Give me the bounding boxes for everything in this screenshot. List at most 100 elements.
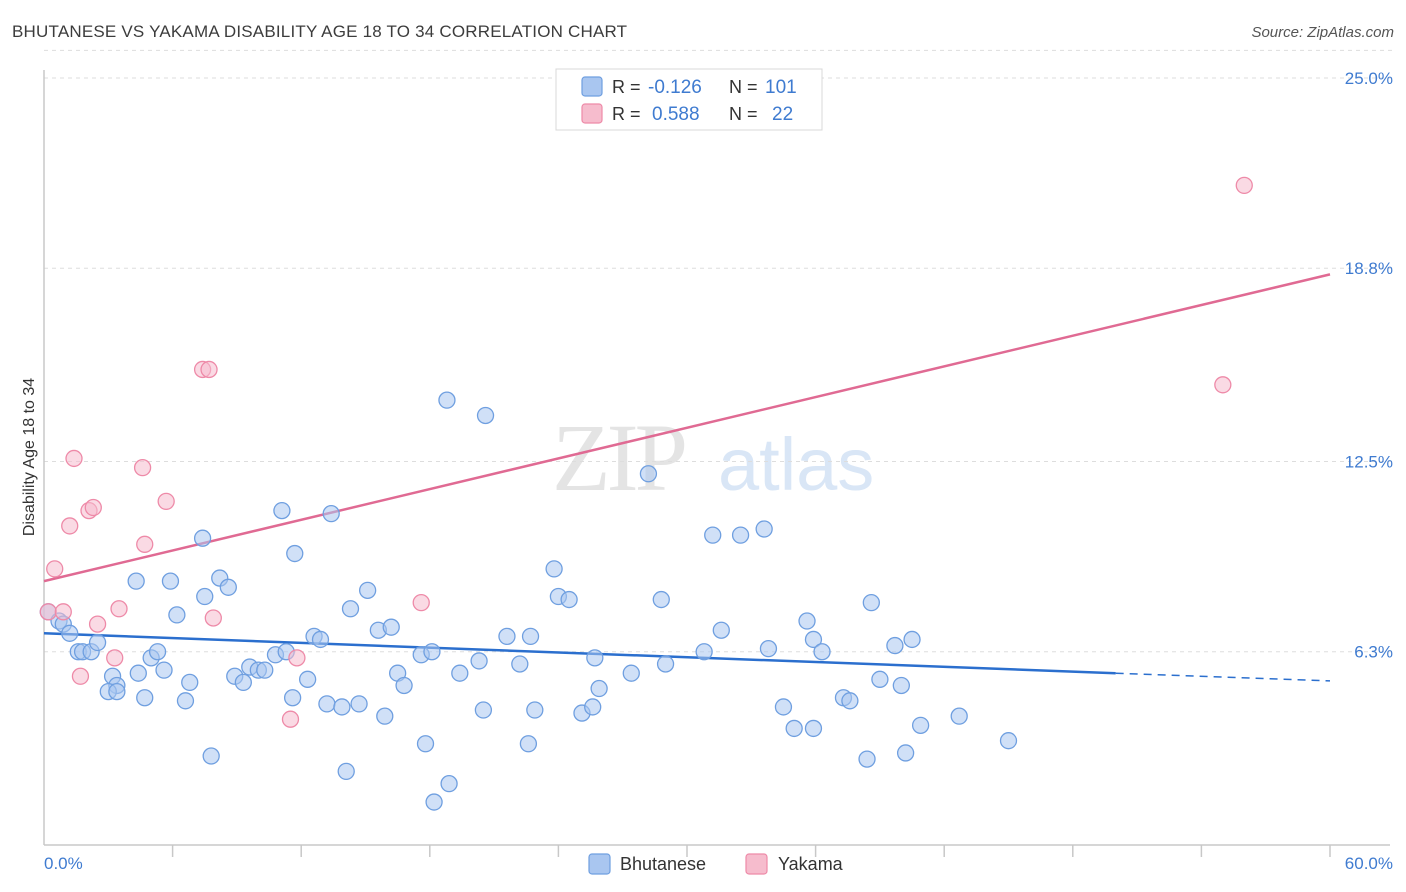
bhutanese-point xyxy=(639,465,658,483)
yakama-point xyxy=(1235,176,1253,195)
bhutanese-point xyxy=(755,520,773,538)
source-label: Source: ZipAtlas.com xyxy=(1251,24,1394,41)
series-legend-swatch-yakama xyxy=(745,853,768,875)
bhutanese-point xyxy=(196,587,214,606)
bhutanese-point xyxy=(774,698,793,716)
yakama-point xyxy=(157,492,175,511)
bhutanese-point xyxy=(423,643,441,661)
yakama-point xyxy=(133,458,152,477)
data-points xyxy=(39,176,1253,811)
bhutanese-point xyxy=(148,643,167,661)
legend-r-value-1: -0.126 xyxy=(648,77,702,98)
bhutanese-point xyxy=(176,692,195,710)
y-axis-title: Disability Age 18 to 34 xyxy=(21,378,38,536)
bhutanese-point xyxy=(511,655,529,673)
axis-ticks xyxy=(171,845,1331,857)
legend-n-value-1: 101 xyxy=(765,77,797,98)
yakama-point xyxy=(204,609,222,627)
chart-title: BHUTANESE VS YAKAMA DISABILITY AGE 18 TO… xyxy=(12,22,628,41)
yakama-point xyxy=(46,560,64,578)
axis-labels: 0.0% 60.0% Disability Age 18 to 34 6.3% 1… xyxy=(21,69,1393,873)
bhutanese-point xyxy=(622,664,640,682)
watermark-atlas: atlas xyxy=(718,423,874,506)
bhutanese-point xyxy=(161,572,180,590)
bhutanese-point xyxy=(318,695,336,713)
bhutanese-point xyxy=(202,747,220,765)
grid-lines xyxy=(44,49,1392,653)
bhutanese-point xyxy=(785,719,803,738)
y-tick-label: 6.3% xyxy=(1354,643,1393,662)
bhutanese-point xyxy=(798,612,816,630)
series-legend-swatch-bhutanese xyxy=(588,853,611,875)
bhutanese-point xyxy=(168,606,186,624)
yakama-point xyxy=(1214,376,1232,394)
yakama-point xyxy=(39,603,57,621)
bhutanese-point xyxy=(350,695,368,713)
bhutanese-point xyxy=(590,679,608,698)
yakama-point xyxy=(106,649,124,667)
bhutanese-point xyxy=(999,732,1018,750)
bhutanese-point xyxy=(652,590,670,609)
bhutanese-point xyxy=(841,692,859,710)
yakama-point xyxy=(61,517,79,535)
bhutanese-point xyxy=(341,600,360,618)
yakama-point xyxy=(84,498,102,517)
yakama-point xyxy=(54,603,72,621)
bhutanese-point xyxy=(886,636,904,655)
trend-lines xyxy=(43,273,1331,682)
bhutanese-point xyxy=(950,707,968,725)
bhutanese-point xyxy=(395,676,413,695)
bhutanese-point xyxy=(704,526,722,544)
legend-n-label-1: N = xyxy=(729,77,758,97)
bhutanese-point xyxy=(440,774,458,793)
yakama-point xyxy=(288,649,306,667)
bhutanese-point xyxy=(181,673,199,692)
bhutanese-point xyxy=(129,664,147,682)
legend-r-label-1: R = xyxy=(612,77,641,97)
bhutanese-point xyxy=(333,698,351,716)
bhutanese-point xyxy=(416,735,435,753)
bhutanese-point xyxy=(219,578,237,596)
bhutanese-point xyxy=(474,701,493,719)
legend-swatch-bhutanese xyxy=(581,76,603,97)
x-tick-label-min: 0.0% xyxy=(44,854,83,873)
legend-r-label-2: R = xyxy=(612,104,641,124)
y-tick-label: 12.5% xyxy=(1345,453,1393,472)
bhutanese-point xyxy=(759,639,778,658)
yakama-point xyxy=(281,710,300,728)
bhutanese-point xyxy=(656,655,675,673)
bhutanese-point xyxy=(519,735,538,753)
bhutanese-point xyxy=(521,627,540,646)
yakama-point xyxy=(136,535,154,553)
bhutanese-point xyxy=(695,643,713,661)
bhutanese-point xyxy=(903,630,921,649)
bhutanese-point xyxy=(896,744,915,762)
bhutanese-point xyxy=(476,406,495,425)
legend: R = -0.126 N = 101 R = 0.588 N = 22 xyxy=(555,68,823,131)
bhutanese-point xyxy=(136,689,154,707)
bhutanese-point xyxy=(813,643,831,661)
bhutanese-point xyxy=(731,526,750,544)
bhutanese-point xyxy=(858,750,876,768)
bhutanese-point xyxy=(425,793,443,811)
series-legend: Bhutanese Yakama xyxy=(588,853,844,875)
legend-r-value-2: 0.588 xyxy=(652,104,700,125)
bhutanese-point xyxy=(155,661,173,679)
bhutanese-point xyxy=(337,762,355,781)
bhutanese-point xyxy=(273,501,291,520)
bhutanese-point xyxy=(311,630,330,649)
bhutanese-point xyxy=(298,670,317,688)
bhutanese-point xyxy=(498,627,516,646)
bhutanese-point xyxy=(712,621,730,639)
bhutanese-point xyxy=(804,630,823,649)
axes xyxy=(43,70,1390,846)
watermark-zip: ZIP xyxy=(552,404,685,511)
legend-n-value-2: 22 xyxy=(772,104,793,125)
bhutanese-point xyxy=(193,529,212,547)
bhutanese-point xyxy=(804,719,823,738)
legend-n-label-2: N = xyxy=(729,104,758,124)
x-tick-label-max: 60.0% xyxy=(1345,854,1393,873)
yakama-trend-line xyxy=(43,273,1331,583)
bhutanese-point xyxy=(88,633,107,652)
